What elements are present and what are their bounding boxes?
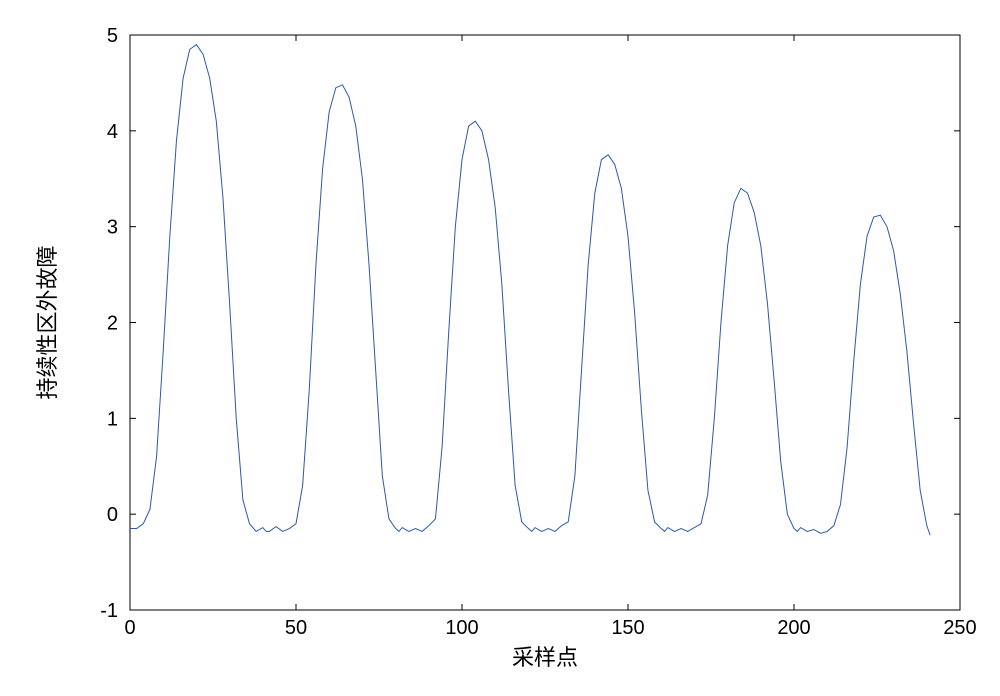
y-tick-label: 1: [107, 408, 118, 430]
x-tick-label: 250: [943, 617, 976, 639]
x-tick-label: 200: [777, 617, 810, 639]
x-tick-label: 50: [285, 617, 307, 639]
x-tick-label: 150: [611, 617, 644, 639]
y-tick-label: 4: [107, 121, 118, 143]
chart-container: 0 50 100 150 200 250 -1 0 1 2 3 4 5 采样点 持续性区外故障: [0, 0, 1000, 696]
y-tick-label: -1: [100, 600, 118, 622]
y-tick-label: 2: [107, 313, 118, 335]
x-tick-label: 100: [445, 617, 478, 639]
x-tick-label: 0: [124, 617, 135, 639]
y-tick-label: 5: [107, 25, 118, 47]
y-tick-label: 3: [107, 217, 118, 239]
y-tick-label: 0: [107, 504, 118, 526]
line-chart: 0 50 100 150 200 250 -1 0 1 2 3 4 5 采样点 持续性区外故障: [0, 0, 1000, 696]
x-axis-label: 采样点: [512, 645, 578, 670]
y-axis-label: 持续性区外故障: [35, 245, 60, 399]
